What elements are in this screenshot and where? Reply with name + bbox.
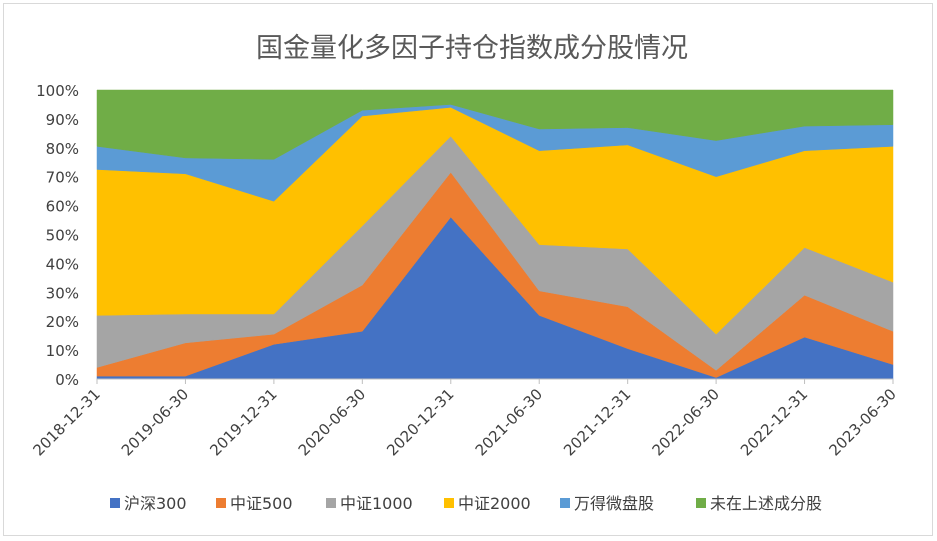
y-tick-label: 70% [46, 169, 79, 187]
legend-swatch [216, 498, 226, 508]
y-tick-label: 10% [46, 342, 79, 360]
legend-swatch [560, 498, 570, 508]
x-tick-label: 2023-06-30 [825, 385, 899, 459]
y-tick-label: 100% [36, 82, 79, 100]
legend-swatch [326, 498, 336, 508]
chart-title: 国金量化多因子持仓指数成分股情况 [256, 33, 688, 64]
x-tick-label: 2022-12-31 [737, 385, 811, 459]
y-tick-label: 20% [46, 313, 79, 331]
x-tick-label: 2020-06-30 [295, 385, 369, 459]
x-tick-label: 2021-12-31 [560, 385, 634, 459]
area-series-5 [96, 89, 894, 160]
legend-swatch [696, 498, 706, 508]
legend-label: 万得微盘股 [574, 494, 654, 513]
y-tick-label: 60% [46, 198, 79, 216]
legend-label: 中证1000 [340, 494, 413, 513]
legend-swatch [444, 498, 454, 508]
y-tick-label: 30% [46, 284, 79, 302]
x-tick-label: 2019-12-31 [206, 385, 280, 459]
y-tick-label: 80% [46, 140, 79, 158]
legend-swatch [110, 498, 120, 508]
stacked-area-chart: 国金量化多因子持仓指数成分股情况 0% 10% 20% 30% 40% 50% 60% 70%… [29, 33, 900, 513]
legend: 沪深300 中证500 中证1000 中证2000 万得微盘股 未在上述成分股 [110, 494, 822, 513]
legend-label: 中证500 [230, 494, 293, 513]
y-tick-label: 40% [46, 255, 79, 273]
y-axis: 0% 10% 20% 30% 40% 50% 60% 70% 80% 90% 100% [36, 82, 79, 389]
x-axis: 2018-12-31 2019-06-30 2019-12-31 2020-06-30… [29, 378, 900, 459]
chart-frame: 国金量化多因子持仓指数成分股情况 0% 10% 20% 30% 40% 50% 60% 70%… [3, 3, 933, 536]
legend-label: 沪深300 [124, 494, 187, 513]
legend-label: 中证2000 [458, 494, 531, 513]
x-tick-label: 2021-06-30 [472, 385, 546, 459]
y-tick-label: 90% [46, 111, 79, 129]
x-tick-label: 2019-06-30 [118, 385, 192, 459]
x-tick-label: 2018-12-31 [29, 385, 103, 459]
x-tick-label: 2020-12-31 [383, 385, 457, 459]
legend-label: 未在上述成分股 [710, 494, 822, 513]
x-tick-label: 2022-06-30 [649, 385, 723, 459]
y-tick-label: 50% [46, 227, 79, 245]
area-series-group [96, 89, 894, 380]
y-tick-label: 0% [55, 371, 79, 389]
